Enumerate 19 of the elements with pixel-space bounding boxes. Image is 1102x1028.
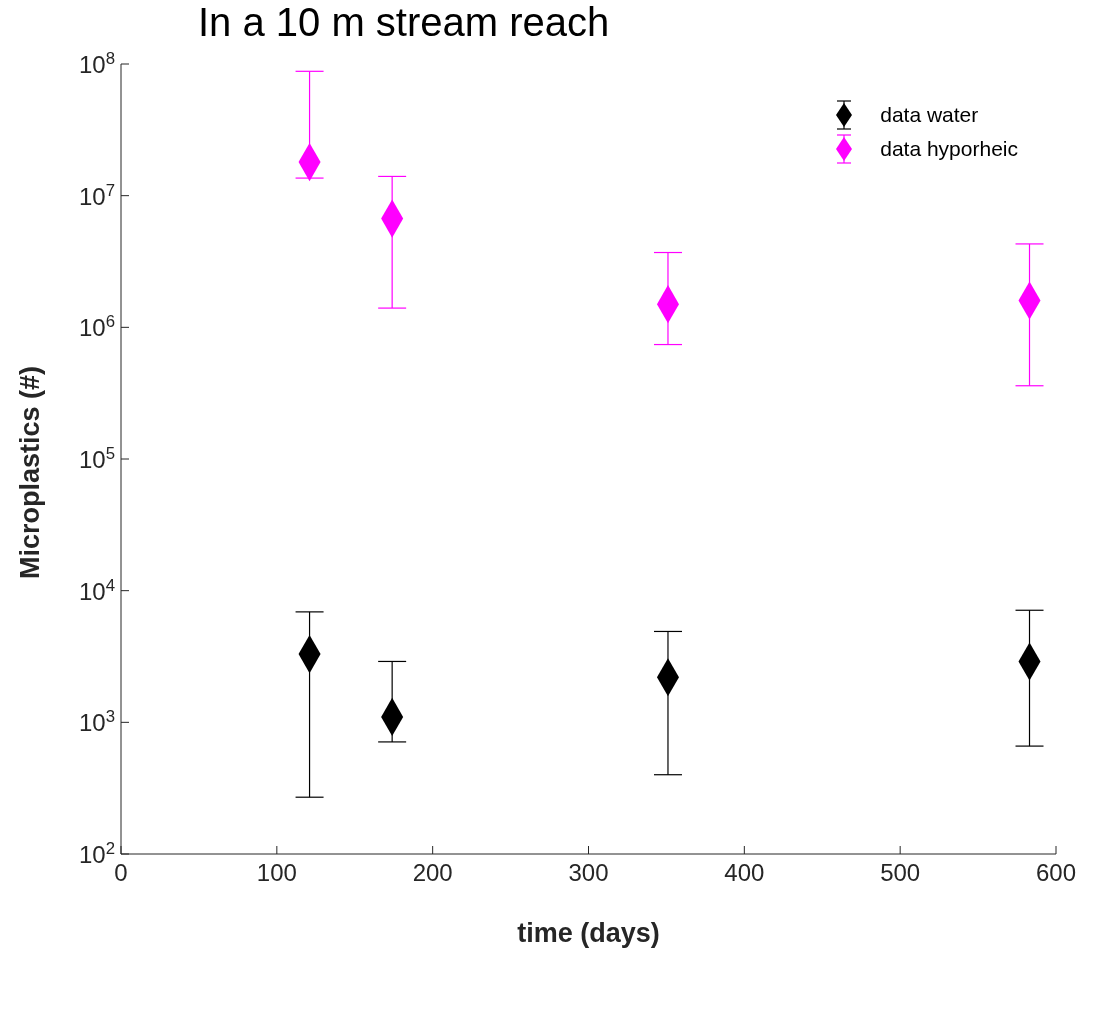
x-tick-label: 100: [256, 859, 297, 887]
y-axis-title: Microplastics (#): [14, 365, 45, 579]
chart-title: In a 10 m stream reach: [198, 0, 610, 45]
y-tick-label: 10$^{4}$: [78, 575, 115, 605]
x-tick-label: 500: [880, 859, 921, 887]
x-tick-label: 300: [568, 859, 609, 887]
x-tick-label: 600: [1035, 859, 1077, 887]
x-tick-label: 200: [412, 859, 453, 887]
legend-label: data water: [880, 103, 979, 127]
y-tick-label: 10$^{6}$: [78, 311, 115, 342]
y-tick-label: 10$^{7}$: [78, 180, 115, 210]
legend-label: data hyporheic: [880, 137, 1018, 161]
x-tick-label: 0: [114, 859, 128, 887]
y-tick-label: 10$^{5}$: [78, 443, 115, 473]
x-tick-label: 400: [724, 859, 765, 887]
y-tick-label: 10$^{8}$: [78, 48, 115, 78]
x-axis-title: time (days): [517, 918, 660, 948]
y-tick-label: 10$^{2}$: [78, 838, 115, 868]
y-tick-label: 10$^{3}$: [78, 706, 115, 737]
